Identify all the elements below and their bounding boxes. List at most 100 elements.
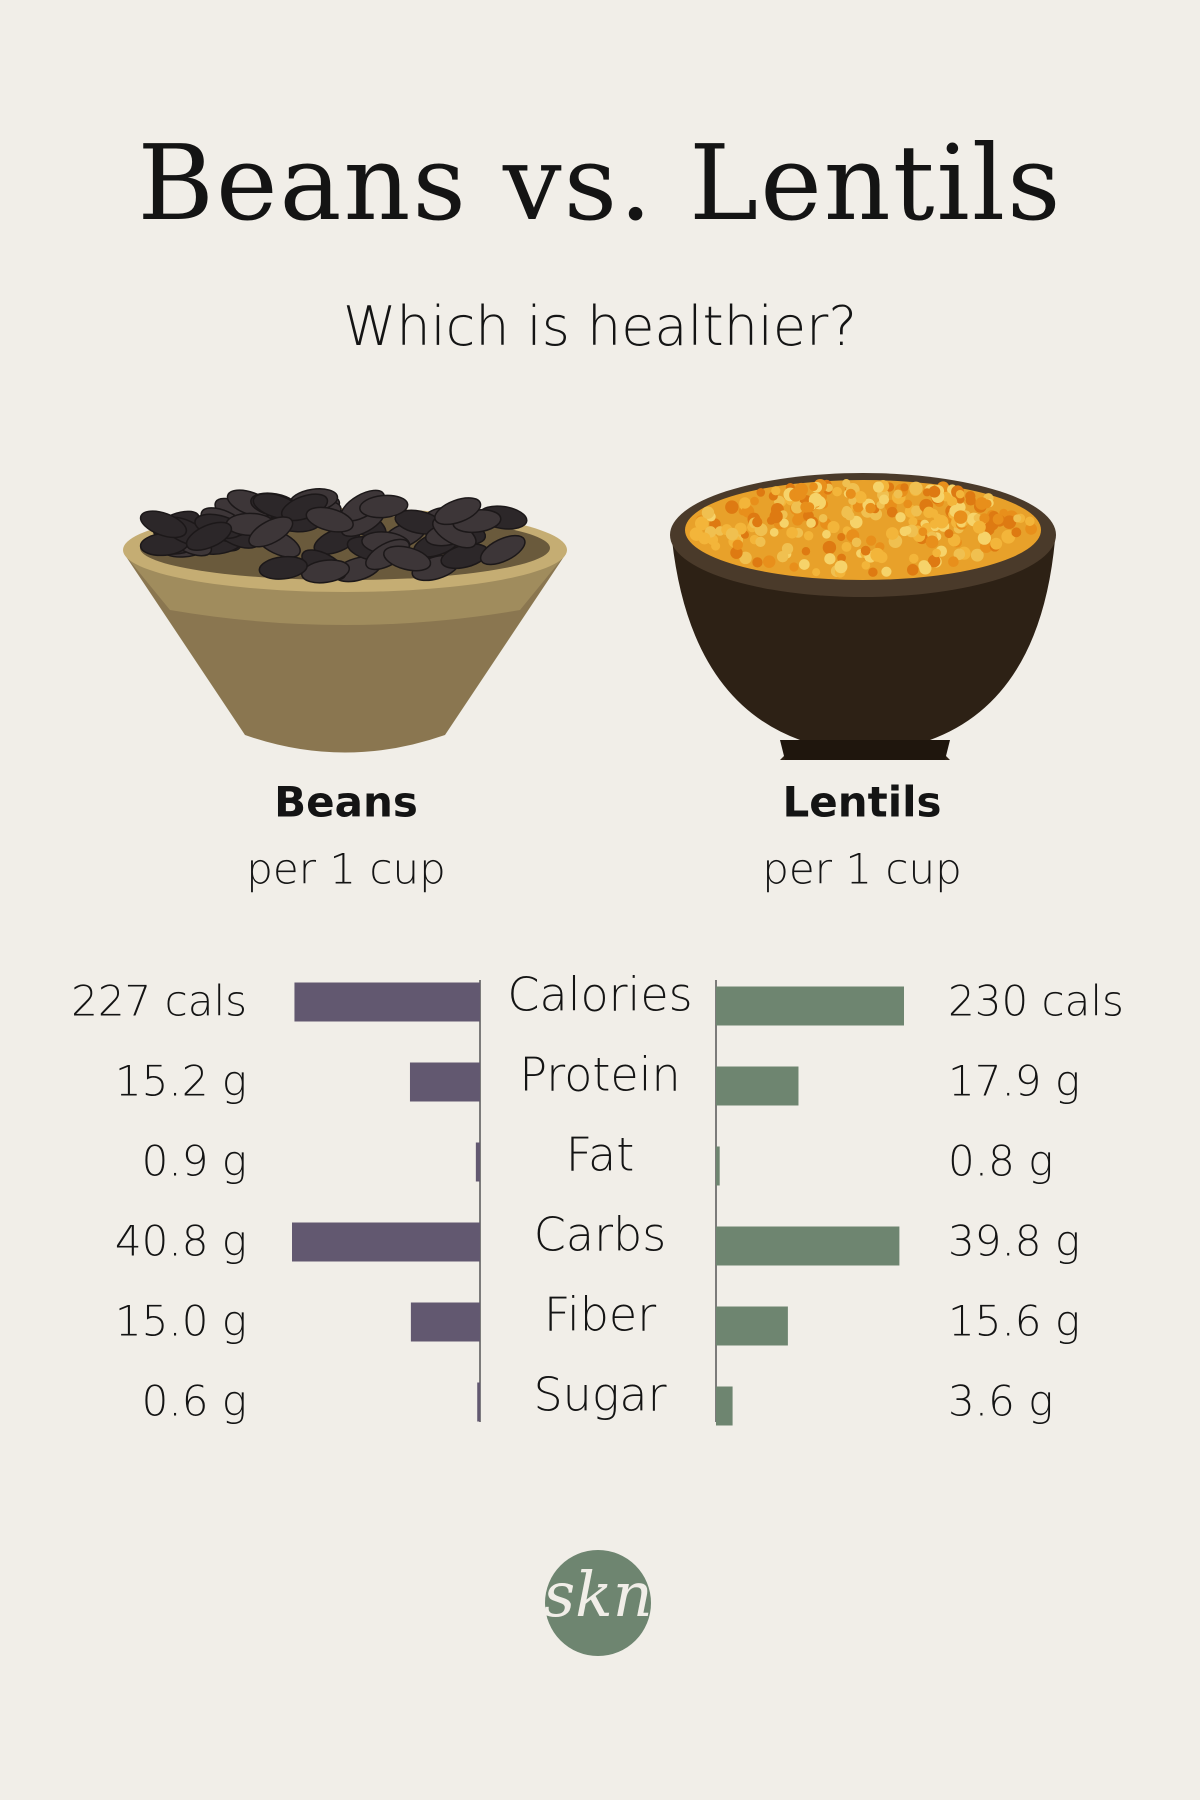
lentil (771, 486, 781, 496)
subtitle: Which is healthier? (343, 295, 857, 358)
lentil (886, 506, 898, 518)
lentil (923, 506, 935, 519)
lentil (781, 543, 794, 555)
lentil (845, 488, 856, 499)
bean (434, 497, 482, 526)
lentil (818, 513, 828, 523)
bean (248, 516, 294, 548)
lentil (893, 489, 903, 499)
lentil (970, 548, 984, 562)
lentil (832, 486, 842, 497)
lentil (870, 547, 885, 562)
lentil (872, 481, 884, 493)
lentil (1025, 522, 1037, 535)
lentil (932, 548, 941, 558)
value-label: 39.8 g (948, 1217, 1080, 1266)
lentil (779, 518, 789, 528)
lentil (739, 497, 751, 509)
lentil (812, 568, 821, 577)
lentil (794, 488, 807, 501)
lentil (803, 502, 815, 513)
lentil (927, 554, 941, 568)
value-label: 15.2 g (115, 1057, 247, 1106)
category-label: Sugar (533, 1368, 666, 1422)
lentil (851, 537, 862, 548)
lentil (701, 506, 715, 519)
comparison-chart: Calories 227 cals 230 cals Protein 15.2 g 17.… (71, 968, 1124, 1426)
category-label: Fat (566, 1128, 634, 1182)
lentil (694, 516, 709, 531)
lentil (809, 482, 818, 492)
bar (477, 1382, 481, 1422)
value-label: 0.6 g (142, 1377, 247, 1426)
lentil (903, 499, 913, 509)
lentil (885, 527, 899, 540)
lentil (837, 553, 846, 563)
lentil (852, 501, 864, 513)
lentil (766, 516, 776, 525)
lentil (979, 513, 990, 524)
lentil (909, 481, 923, 496)
lentil (854, 491, 867, 504)
value-label: 15.0 g (115, 1297, 247, 1346)
lentil (928, 485, 941, 498)
bean (300, 559, 351, 584)
lentil (732, 539, 743, 551)
beans (139, 488, 528, 584)
beans-bowl (123, 488, 567, 753)
bowl-body (672, 540, 1055, 760)
lentil (756, 488, 766, 497)
series-name: Lentils (782, 778, 941, 827)
lentil (908, 517, 918, 527)
value-label: 17.9 g (948, 1057, 1080, 1106)
lentil (919, 562, 932, 575)
lentil (755, 536, 766, 547)
lentil (739, 551, 752, 565)
lentil (909, 553, 919, 564)
lentil (790, 501, 804, 514)
lentil (944, 529, 954, 539)
lentil (881, 566, 892, 577)
lentils (689, 479, 1037, 578)
logo-text: skn (543, 1558, 652, 1631)
lentil (822, 529, 831, 539)
lentil (948, 556, 959, 568)
bean (305, 506, 354, 533)
lentil (935, 514, 949, 529)
bar (716, 986, 904, 1026)
lentil (965, 491, 976, 502)
lentil (925, 535, 939, 549)
lentil (911, 505, 922, 517)
lentil (902, 526, 912, 535)
bar (292, 1222, 480, 1262)
lentil (803, 531, 814, 541)
lentil (955, 489, 965, 499)
lentil (906, 564, 919, 576)
lentil (801, 547, 811, 556)
bowl-foot (780, 740, 950, 760)
bar (716, 1146, 720, 1186)
lentil (972, 520, 986, 534)
lentil (824, 553, 836, 565)
value-label: 230 cals (948, 977, 1124, 1026)
bean (258, 555, 308, 580)
value-label: 0.8 g (948, 1137, 1053, 1186)
lentil (798, 559, 810, 570)
lentil (750, 496, 759, 506)
bar (716, 1066, 799, 1106)
lentil (1011, 527, 1022, 538)
lentil (827, 520, 840, 534)
bar (475, 1142, 480, 1182)
lentil (866, 535, 877, 546)
lentil (953, 548, 966, 560)
bar (716, 1386, 733, 1426)
bar (410, 1302, 480, 1342)
lentil (895, 512, 906, 523)
lentil (752, 517, 763, 528)
lentil (762, 555, 776, 568)
lentil (947, 496, 958, 507)
lentil (842, 505, 852, 515)
lentil (1013, 514, 1022, 523)
category-label: Fiber (544, 1288, 656, 1342)
